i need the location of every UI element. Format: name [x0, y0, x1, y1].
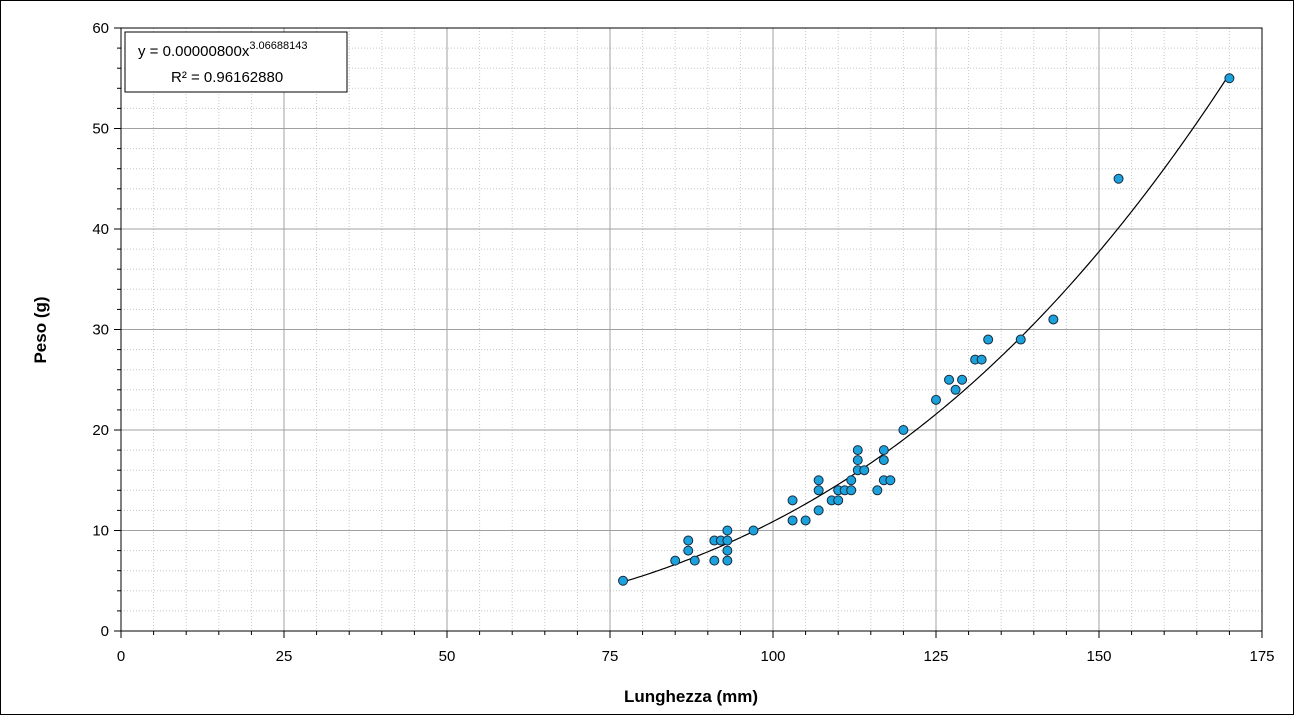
- point: [722, 545, 733, 556]
- point: [787, 515, 798, 526]
- point: [944, 374, 955, 385]
- y-tick-label: 30: [92, 322, 109, 339]
- point: [872, 485, 883, 496]
- point: [722, 535, 733, 546]
- plot-area: [120, 27, 1263, 632]
- point: [950, 384, 961, 395]
- point: [709, 555, 720, 566]
- point: [846, 475, 857, 486]
- point: [748, 525, 759, 536]
- x-tick-label: 50: [439, 648, 456, 665]
- point: [1048, 314, 1059, 325]
- point: [683, 545, 694, 556]
- x-tick-label: 75: [602, 648, 619, 665]
- point: [852, 445, 863, 456]
- point: [1015, 334, 1026, 345]
- point: [878, 445, 889, 456]
- point: [1113, 173, 1124, 184]
- point: [787, 495, 798, 506]
- point: [722, 555, 733, 566]
- x-tick-label: 150: [1086, 648, 1111, 665]
- x-axis-title: Lunghezza (mm): [624, 687, 758, 706]
- point: [833, 495, 844, 506]
- point: [670, 555, 681, 566]
- equation-box: [124, 31, 348, 93]
- equation-exponent: 3.06688143: [249, 40, 307, 52]
- point: [618, 575, 629, 586]
- point: [813, 505, 824, 516]
- point: [689, 555, 700, 566]
- point: [931, 394, 941, 405]
- point: [898, 425, 909, 435]
- y-tick-label: 60: [92, 20, 109, 37]
- x-tick-label: 25: [276, 648, 293, 665]
- x-tick-label: 125: [923, 648, 948, 665]
- y-axis-title: Peso (g): [31, 296, 50, 363]
- point: [722, 525, 733, 536]
- x-tick-label: 0: [117, 648, 125, 665]
- point: [846, 485, 857, 496]
- grid: 0 25 50 75 100 125 150 175 0 10 20 30 40 50 60: [92, 20, 1274, 665]
- equation-variable: x: [242, 43, 250, 60]
- point: [800, 515, 811, 526]
- y-tick-label: 50: [92, 121, 109, 138]
- point: [983, 334, 994, 345]
- point: [976, 354, 987, 365]
- equation: y = 0.00000800x3.06688143: [138, 40, 307, 60]
- y-tick-label: 20: [92, 422, 109, 439]
- point: [859, 465, 870, 476]
- y-tick-label: 10: [92, 523, 109, 540]
- y-tick-label: 40: [92, 221, 109, 238]
- point: [878, 455, 889, 466]
- equation-lhs: y =: [138, 43, 163, 60]
- y-tick-label: 0: [101, 623, 109, 640]
- point: [1224, 73, 1235, 84]
- point: [813, 485, 824, 496]
- point: [852, 455, 863, 466]
- point: [885, 475, 896, 486]
- x-tick-label: 175: [1249, 648, 1274, 665]
- point: [813, 475, 824, 486]
- trendline: [622, 73, 1230, 583]
- point: [683, 535, 694, 546]
- equation-coefficient: 0.00000800: [163, 43, 242, 60]
- marks: [618, 73, 1235, 586]
- point: [957, 374, 968, 385]
- r-squared: R² = 0.96162880: [171, 69, 283, 86]
- x-tick-label: 100: [760, 648, 785, 665]
